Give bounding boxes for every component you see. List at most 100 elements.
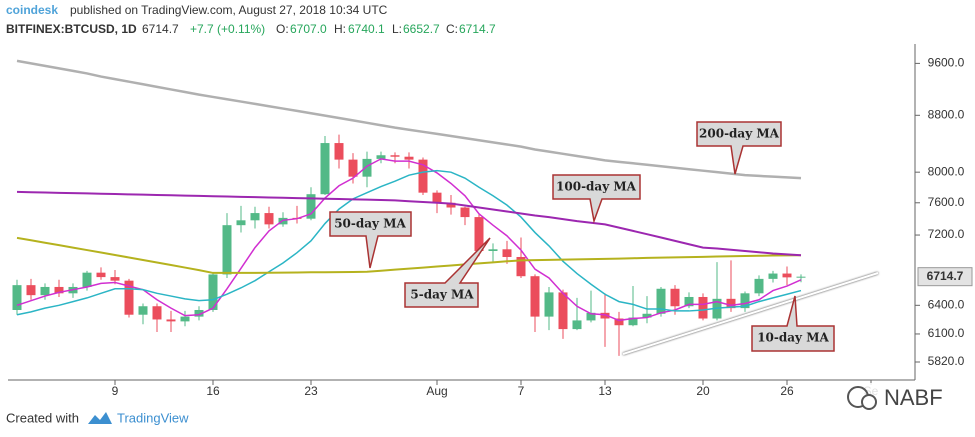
y-tick-label: 7600.0: [928, 195, 965, 209]
candle-body: [208, 274, 218, 310]
candle-body: [96, 272, 106, 278]
ma-line: [16, 236, 802, 274]
x-tick-label: 7: [518, 384, 525, 398]
candle-body: [152, 306, 162, 320]
candle-body: [544, 292, 554, 317]
y-tick-label: 6400.0: [928, 297, 965, 311]
candle-body: [558, 292, 568, 330]
candle-body: [740, 293, 750, 309]
candle-body: [754, 278, 764, 294]
x-tick-label: 13: [598, 384, 612, 398]
candle-body: [586, 312, 596, 321]
x-tick-label: 23: [304, 384, 318, 398]
symbol: BITFINEX:BTCUSD, 1D: [6, 22, 137, 36]
candle-body: [628, 317, 638, 326]
candle-body: [40, 286, 50, 296]
ohlc-label: L:: [392, 22, 402, 36]
candle-body: [460, 207, 470, 218]
candle-body: [516, 256, 526, 277]
candle-body: [222, 225, 232, 275]
candle-body: [768, 273, 778, 279]
ohlc-value: 6652.7: [403, 22, 440, 36]
candle-body: [642, 313, 652, 318]
ohlc-value: 6740.1: [348, 22, 385, 36]
callout-label: 5-day MA: [410, 288, 474, 302]
candle-body: [432, 192, 442, 203]
callout-label: 50-day MA: [334, 217, 406, 231]
candle-body: [698, 296, 708, 319]
x-tick-label: 20: [696, 384, 710, 398]
ma-line: [16, 169, 802, 316]
price-tag-bg: [917, 267, 973, 287]
candle-body: [82, 272, 92, 287]
change: +7.7 (+0.11%): [190, 22, 265, 36]
candle-body: [12, 285, 22, 310]
candle-body: [264, 213, 274, 225]
y-tick-label: 5820.0: [928, 354, 965, 368]
candle-body: [670, 288, 680, 307]
footer-brand[interactable]: TradingView: [117, 410, 189, 425]
candle-body: [796, 276, 806, 278]
ohlc-label: O:: [276, 22, 289, 36]
brand: coindesk: [6, 3, 58, 17]
callout-label: 200-day MA: [699, 127, 780, 141]
y-tick-label: 9600.0: [928, 56, 965, 70]
candle-body: [348, 159, 358, 177]
y-tick-label: 7200.0: [928, 227, 965, 241]
candle-body: [446, 202, 456, 208]
tv-logo: [88, 412, 112, 424]
callout: 200-day MA 100-day MA 50-day MA 5-day MA…: [329, 121, 835, 352]
candle-body: [194, 309, 204, 317]
candle-body: [166, 319, 176, 322]
published: published on TradingView.com, August 27,…: [70, 3, 388, 17]
ohlc-label: H:: [334, 22, 346, 36]
candle-body: [236, 220, 246, 226]
candle-body: [390, 155, 400, 157]
ma-line: [16, 190, 802, 257]
callout-label: 10-day MA: [757, 331, 829, 345]
watermark-icon: [861, 394, 877, 410]
candle-body: [138, 306, 148, 315]
candle-body: [26, 285, 36, 296]
candle-body: [600, 312, 610, 319]
last-price: 6714.7: [142, 22, 179, 36]
x-tick-label: Aug: [426, 384, 447, 398]
candle-body: [474, 217, 484, 251]
candle-body: [488, 249, 498, 251]
candle-body: [124, 280, 134, 315]
candle-body: [656, 288, 666, 314]
y-tick-label: 8800.0: [928, 107, 965, 121]
candle-body: [502, 249, 512, 257]
candle-body: [334, 143, 344, 160]
candle-body: [726, 298, 736, 309]
candle-body: [54, 286, 64, 294]
x-tick-label: 26: [780, 384, 794, 398]
candle-body: [530, 276, 540, 317]
candle-body: [614, 318, 624, 326]
trendline: [622, 272, 879, 355]
candle-body: [782, 273, 792, 278]
candle-body: [250, 213, 260, 221]
candle-body: [180, 316, 190, 322]
candle-body: [320, 143, 330, 195]
watermark: NABF: [884, 385, 943, 410]
y-tick-label: 8000.0: [928, 164, 965, 178]
candle-body: [572, 320, 582, 330]
candle-body: [362, 158, 372, 177]
candle-body: [110, 277, 120, 281]
ohlc-label: C:: [446, 22, 458, 36]
candle-body: [404, 156, 414, 160]
x-tick-label: 9: [112, 384, 119, 398]
callout-label: 100-day MA: [556, 180, 637, 194]
x-tick-label: 16: [206, 384, 220, 398]
candle-body: [306, 194, 316, 219]
y-tick-label: 6100.0: [928, 326, 965, 340]
price-tag: 6714.7: [927, 269, 964, 283]
candle-body: [376, 155, 386, 159]
candle-body: [684, 296, 694, 307]
footer-created: Created with: [6, 410, 79, 425]
ma-line: [16, 59, 802, 180]
ohlc-value: 6707.0: [290, 22, 327, 36]
